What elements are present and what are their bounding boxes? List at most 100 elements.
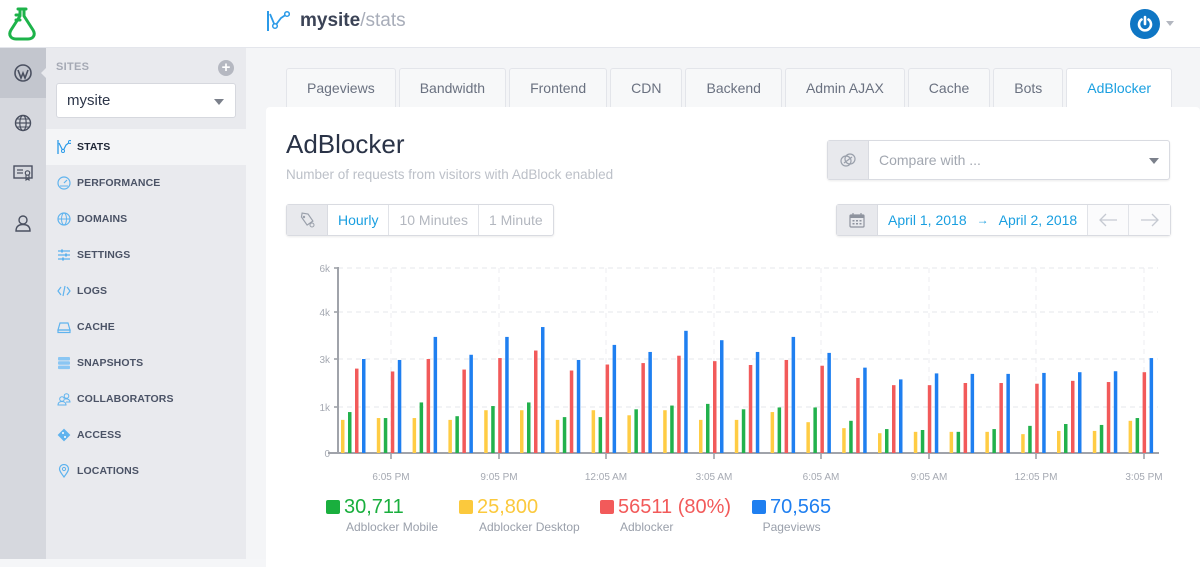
chart-bar[interactable] [1021, 434, 1025, 453]
chart-bar[interactable] [748, 365, 753, 453]
legend-item-adblocker[interactable]: 56511 (80%) Adblocker [600, 496, 752, 534]
chart-bar[interactable] [713, 361, 717, 453]
chart-bar[interactable] [1064, 424, 1068, 453]
chart-bar[interactable] [426, 359, 431, 453]
chart-bar[interactable] [569, 370, 574, 453]
site-name[interactable]: mysite [300, 10, 361, 31]
user-menu-button[interactable] [1130, 9, 1160, 39]
chart-bar[interactable] [949, 431, 954, 453]
tab-cache[interactable]: Cache [907, 68, 991, 107]
chart-bar[interactable] [663, 410, 667, 453]
chart-bar[interactable] [1113, 371, 1118, 453]
previous-period-button[interactable] [1088, 205, 1130, 235]
chart-bar[interactable] [791, 336, 796, 453]
chart-bar[interactable] [341, 419, 345, 453]
chart-bar[interactable] [784, 359, 789, 453]
chart-bar[interactable] [641, 363, 645, 453]
chart-bar[interactable] [484, 410, 488, 453]
site-select[interactable]: mysite [56, 83, 236, 118]
chart-bar[interactable] [885, 429, 889, 453]
chart-bar[interactable] [469, 354, 473, 453]
chart-bar[interactable] [448, 419, 452, 453]
tab-bots[interactable]: Bots [993, 68, 1064, 107]
chart-bar[interactable] [648, 351, 652, 453]
tab-frontend[interactable]: Frontend [509, 68, 608, 107]
date-range[interactable]: April 1, 2018 → April 2, 2018 [878, 205, 1089, 235]
interval-hourly[interactable]: Hourly [328, 205, 390, 235]
chart-bar[interactable] [985, 431, 989, 453]
chart-bar[interactable] [362, 359, 366, 453]
chart-bar[interactable] [770, 412, 775, 453]
sidebar-item-domains[interactable]: DOMAINS [46, 201, 246, 237]
chart-bar[interactable] [827, 352, 831, 453]
sidebar-item-locations[interactable]: LOCATIONS [46, 453, 246, 489]
chart-bar[interactable] [684, 330, 688, 453]
chart-bar[interactable] [612, 344, 617, 453]
sidebar-item-cache[interactable]: CACHE [46, 309, 246, 345]
chart-bar[interactable] [498, 358, 502, 453]
chart-bar[interactable] [634, 409, 638, 453]
rail-wordpress[interactable] [0, 48, 47, 98]
sidebar-item-stats[interactable]: STATS [46, 129, 246, 165]
chart-bar[interactable] [534, 350, 538, 453]
chevron-down-icon[interactable] [1166, 21, 1174, 26]
calendar-icon-box[interactable] [837, 205, 878, 235]
chart-bar[interactable] [755, 351, 760, 453]
chart-bar[interactable] [591, 410, 596, 453]
chart-bar[interactable] [555, 419, 560, 453]
chart-bar[interactable] [541, 327, 545, 453]
chart-bar[interactable] [491, 406, 495, 453]
chart-bar[interactable] [505, 336, 509, 453]
chart-bar[interactable] [383, 418, 388, 453]
interval-1-minute[interactable]: 1 Minute [488, 212, 543, 228]
rail-globe[interactable] [0, 98, 46, 148]
chart-bar[interactable] [813, 407, 817, 453]
interval-10-minutes[interactable]: 10 Minutes [389, 205, 479, 235]
chart-bar[interactable] [849, 420, 853, 453]
chart-bar[interactable] [992, 429, 996, 453]
chart-bar[interactable] [963, 383, 968, 453]
chart-bar[interactable] [1099, 424, 1104, 453]
chart-bar[interactable] [1057, 430, 1061, 453]
compare-select[interactable]: Compare with ... [827, 140, 1170, 180]
chart-bar[interactable] [777, 407, 782, 453]
chart-bar[interactable] [562, 417, 567, 453]
chart-bar[interactable] [920, 430, 925, 453]
chart-bar[interactable] [1128, 420, 1133, 453]
chart-bar[interactable] [1142, 372, 1147, 453]
chart-bar[interactable] [1092, 430, 1097, 453]
chart-bar[interactable] [734, 419, 739, 453]
chart-bar[interactable] [934, 373, 939, 453]
chart-bar[interactable] [1006, 373, 1010, 453]
tab-backend[interactable]: Backend [685, 68, 782, 107]
chart-bar[interactable] [576, 359, 581, 453]
legend-item-desktop[interactable]: 25,800 Adblocker Desktop [459, 496, 600, 534]
chart-bar[interactable] [1149, 358, 1154, 453]
chart-bar[interactable] [999, 383, 1003, 453]
chart-bar[interactable] [520, 410, 524, 453]
chart-bar[interactable] [376, 418, 381, 453]
chart-bar[interactable] [1135, 418, 1140, 453]
chart-bar[interactable] [605, 364, 610, 453]
rail-user[interactable] [0, 198, 46, 248]
tab-cdn[interactable]: CDN [610, 68, 683, 107]
chart-bar[interactable] [390, 371, 395, 453]
rail-certificate[interactable] [0, 148, 46, 198]
chart-bar[interactable] [455, 416, 459, 453]
next-period-button[interactable] [1129, 205, 1171, 235]
legend-item-pageviews[interactable]: 70,565 Pageviews [752, 496, 831, 534]
chart-bar[interactable] [706, 403, 710, 453]
chart-bar[interactable] [677, 355, 681, 453]
chart-bar[interactable] [1042, 372, 1046, 453]
add-site-button[interactable]: + [218, 60, 234, 76]
chart-bar[interactable] [970, 373, 975, 453]
sidebar-item-performance[interactable]: PERFORMANCE [46, 165, 246, 201]
chart-bar[interactable] [863, 367, 867, 453]
chart-bar[interactable] [741, 409, 746, 453]
chart-bar[interactable] [670, 405, 674, 453]
chart-bar[interactable] [899, 379, 903, 453]
chart-bar[interactable] [856, 377, 860, 453]
sidebar-item-snapshots[interactable]: SNAPSHOTS [46, 345, 246, 381]
chart-bar[interactable] [806, 422, 810, 453]
chart-bar[interactable] [699, 419, 703, 453]
